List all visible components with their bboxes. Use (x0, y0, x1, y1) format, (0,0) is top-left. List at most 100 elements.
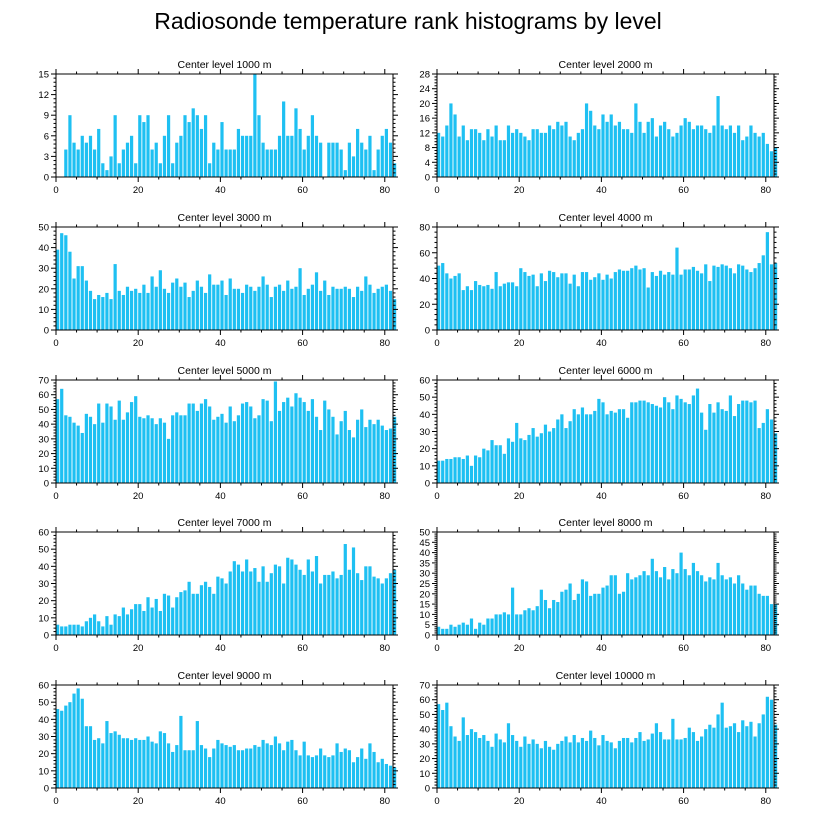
histogram-bar (741, 720, 745, 788)
histogram-bar (125, 738, 130, 788)
histogram-bar (376, 578, 380, 635)
histogram-bar (486, 618, 490, 635)
histogram-bar (339, 751, 343, 788)
histogram-bar (216, 416, 220, 483)
histogram-bar (125, 412, 130, 483)
histogram-bar (506, 438, 511, 483)
histogram-bar (68, 624, 72, 635)
histogram-bar (593, 277, 597, 330)
histogram-bar (568, 283, 572, 330)
histogram-bar (158, 270, 162, 330)
histogram-bar (482, 735, 486, 788)
y-tick-label: 60 (419, 376, 430, 387)
histogram-bar (609, 742, 613, 788)
histogram-bar (560, 591, 564, 635)
y-tick-label: 35 (419, 558, 430, 569)
histogram-bar (249, 286, 253, 330)
histogram-bar (687, 575, 691, 635)
y-tick-label: 30 (38, 264, 49, 275)
histogram-bar (154, 424, 158, 483)
histogram-bar (737, 575, 741, 635)
histogram-bar (695, 125, 700, 177)
histogram-bar (64, 235, 68, 330)
histogram-bar (654, 405, 659, 483)
histogram-bar (527, 743, 531, 788)
histogram-bar (245, 559, 249, 635)
histogram-bar (162, 733, 167, 788)
histogram-bar (453, 736, 457, 788)
histogram-bar (150, 741, 154, 788)
histogram-bar (564, 736, 568, 788)
histogram-bar (502, 140, 506, 177)
histogram-bar (113, 731, 117, 788)
histogram-bar (535, 286, 539, 330)
histogram-bar (92, 149, 97, 177)
histogram-bar (683, 402, 687, 483)
histogram-bar (249, 571, 253, 635)
histogram-bar (72, 693, 76, 788)
x-tick-label: 40 (596, 338, 607, 349)
histogram-bar (576, 286, 580, 330)
histogram-bar (724, 727, 728, 788)
histogram-bar (261, 276, 265, 330)
histogram-bar (617, 409, 622, 483)
x-tick-label: 20 (133, 491, 144, 502)
panel-title: Center level 5000 m (178, 365, 272, 377)
histogram-bar (761, 255, 765, 330)
histogram-bar (556, 121, 560, 177)
histogram-bar (314, 416, 319, 483)
histogram-bar (343, 544, 347, 635)
x-tick-label: 20 (133, 185, 144, 196)
histogram-bar (494, 445, 498, 483)
histogram-bar (749, 125, 753, 177)
x-tick-label: 20 (514, 185, 525, 196)
histogram-bar (621, 591, 626, 635)
histogram-bar (80, 698, 84, 788)
histogram-bar (179, 286, 183, 330)
histogram-bar (441, 628, 445, 635)
histogram-bar (667, 272, 671, 330)
histogram-bar (749, 402, 753, 483)
histogram-bar (453, 626, 457, 635)
histogram-bar (498, 614, 502, 635)
histogram-bar (158, 610, 162, 635)
histogram-bar (84, 726, 88, 788)
histogram-bar (745, 136, 749, 177)
histogram-bar (257, 415, 261, 483)
histogram-bar (757, 428, 761, 483)
histogram-bar (232, 421, 236, 483)
histogram-bar (154, 743, 158, 788)
histogram-bar (691, 129, 696, 177)
histogram-bar (671, 274, 675, 330)
histogram-bar (286, 741, 290, 788)
histogram-bar (364, 276, 368, 330)
histogram-bar (568, 583, 572, 635)
y-tick-label: 9 (44, 111, 49, 122)
y-tick-label: 0 (44, 173, 49, 184)
histogram-bar (675, 247, 679, 330)
histogram-bar (482, 448, 486, 483)
histogram-bar (327, 757, 331, 788)
histogram-bar (220, 743, 224, 788)
x-tick-label: 40 (596, 185, 607, 196)
histogram-bar (240, 571, 245, 635)
histogram-bar (601, 587, 605, 635)
histogram-bar (617, 740, 622, 788)
histogram-bar (486, 450, 490, 483)
histogram-bar (306, 755, 310, 788)
histogram-bar (461, 458, 465, 483)
histogram-bar (441, 263, 445, 330)
x-tick-label: 0 (434, 491, 439, 502)
histogram-bar (675, 739, 679, 788)
histogram-bar (601, 279, 605, 330)
histogram-bar (183, 415, 187, 483)
histogram-bar (543, 599, 548, 635)
histogram-bar (523, 136, 527, 177)
histogram-bar (282, 402, 286, 483)
histogram-panel: Center level 2000 m 0 20 40 60 80 0 4 8 12 16 20 24 2… (419, 59, 779, 196)
histogram-bar (388, 573, 393, 635)
histogram-bar (68, 115, 72, 177)
histogram-bar (191, 593, 195, 635)
histogram-bar (253, 290, 257, 330)
histogram-bar (388, 290, 393, 330)
